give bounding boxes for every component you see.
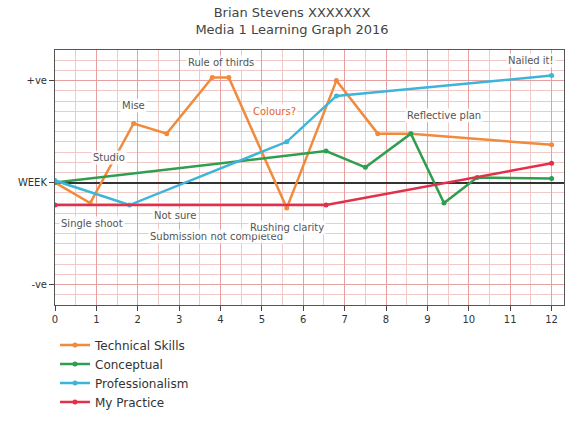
svg-text:Brian Stevens XXXXXXXMedia 1 L: Brian Stevens XXXXXXXMedia 1 Learning Gr…	[195, 5, 388, 37]
svg-text:Technical Skills: Technical Skills	[94, 339, 185, 353]
svg-text:4: 4	[217, 314, 223, 325]
svg-text:Reflective plan: Reflective plan	[407, 110, 481, 121]
svg-text:11: 11	[504, 314, 517, 325]
svg-text:Rushing clarity: Rushing clarity	[250, 222, 324, 233]
svg-text:0: 0	[52, 314, 58, 325]
svg-text:5: 5	[259, 314, 265, 325]
svg-text:+ve: +ve	[27, 75, 47, 86]
svg-text:-ve: -ve	[32, 279, 47, 290]
svg-text:My Practice: My Practice	[95, 396, 164, 410]
svg-text:8: 8	[383, 314, 389, 325]
svg-text:Submission not completed: Submission not completed	[150, 231, 283, 242]
svg-text:Colours?: Colours?	[253, 106, 296, 117]
svg-text:Rule of thirds: Rule of thirds	[188, 57, 254, 68]
svg-text:3: 3	[176, 314, 182, 325]
svg-text:Single shoot: Single shoot	[61, 218, 123, 229]
svg-text:Studio: Studio	[93, 152, 125, 163]
svg-text:10: 10	[462, 314, 475, 325]
svg-text:1: 1	[93, 314, 99, 325]
svg-text:WEEK: WEEK	[18, 177, 48, 188]
svg-text:Not sure: Not sure	[154, 210, 196, 221]
svg-text:Professionalism: Professionalism	[95, 377, 188, 391]
svg-text:Mise: Mise	[122, 100, 145, 111]
svg-text:Nailed it!: Nailed it!	[508, 55, 554, 66]
svg-text:2: 2	[135, 314, 141, 325]
svg-text:12: 12	[545, 314, 558, 325]
svg-text:6: 6	[300, 314, 306, 325]
svg-text:7: 7	[341, 314, 347, 325]
svg-text:Conceptual: Conceptual	[95, 358, 163, 372]
svg-text:9: 9	[424, 314, 430, 325]
